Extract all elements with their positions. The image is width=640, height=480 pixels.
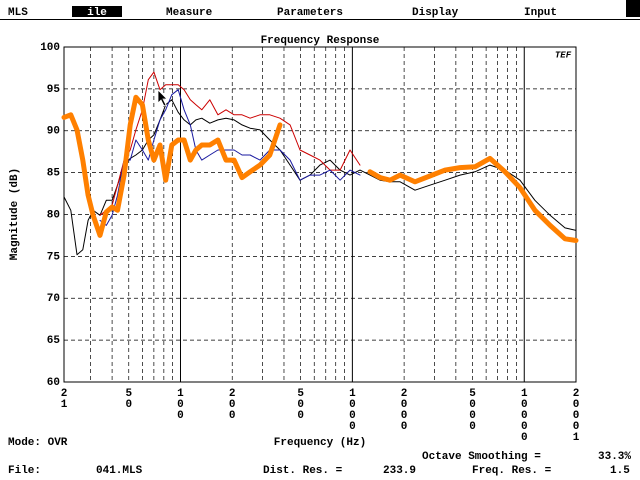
- mouse-cursor: [157, 89, 168, 107]
- status-value: 041.MLS: [96, 465, 143, 477]
- menu-item[interactable]: ile: [87, 7, 107, 19]
- x-tick-label: 21: [58, 388, 70, 410]
- menu-item[interactable]: Display: [412, 7, 459, 19]
- menu-item[interactable]: MLS: [8, 7, 28, 19]
- logo: TEF: [555, 50, 572, 60]
- y-tick-label: 65: [47, 335, 61, 347]
- status-label: Dist. Res. =: [263, 465, 343, 477]
- series-line: [61, 94, 579, 243]
- series-line: [99, 89, 361, 226]
- y-axis-label: Magnitude (dB): [9, 168, 21, 260]
- x-tick-label: 500: [295, 388, 307, 421]
- y-tick-label: 95: [47, 84, 61, 96]
- corner-box: [626, 0, 640, 17]
- y-tick-label: 100: [40, 42, 60, 54]
- x-tick-label: 2000: [398, 388, 410, 432]
- menu-item[interactable]: Parameters: [277, 7, 343, 19]
- x-tick-label: 100: [174, 388, 186, 421]
- y-tick-label: 90: [47, 126, 60, 138]
- plot: 60 65 70 75 80 85 90 95 100 21 50 100 200 500 1000 2000…: [40, 42, 582, 443]
- x-tick-label: 5000: [467, 388, 479, 432]
- chart-title: Frequency Response: [261, 35, 380, 47]
- y-tick-label: 60: [47, 377, 60, 389]
- x-tick-label: 50: [123, 388, 135, 410]
- x-tick-label: 10000: [518, 388, 530, 443]
- menu-item[interactable]: Input: [524, 7, 557, 19]
- series-line: [99, 71, 361, 216]
- y-tick-label: 75: [47, 251, 61, 263]
- status-label: Octave Smoothing =: [422, 451, 541, 463]
- plot-frame: [63, 46, 577, 383]
- x-axis-label: Frequency (Hz): [274, 437, 366, 449]
- x-tick-label: 200: [226, 388, 238, 421]
- y-tick-label: 80: [47, 209, 60, 221]
- status-value: 33.3%: [598, 451, 631, 463]
- y-tick-label: 85: [47, 168, 61, 180]
- status-value: 1.5: [610, 465, 630, 477]
- status-mode: Mode: OVR: [8, 437, 68, 449]
- x-tick-label: 20001: [570, 388, 582, 443]
- y-tick-label: 70: [47, 293, 60, 305]
- x-tick-label: 1000: [346, 388, 358, 432]
- status-label: Freq. Res. =: [472, 465, 552, 477]
- status-label: File:: [8, 465, 41, 477]
- menu-highlight: [72, 6, 122, 17]
- menu-item[interactable]: Measure: [166, 7, 213, 19]
- status-value: 233.9: [383, 465, 416, 477]
